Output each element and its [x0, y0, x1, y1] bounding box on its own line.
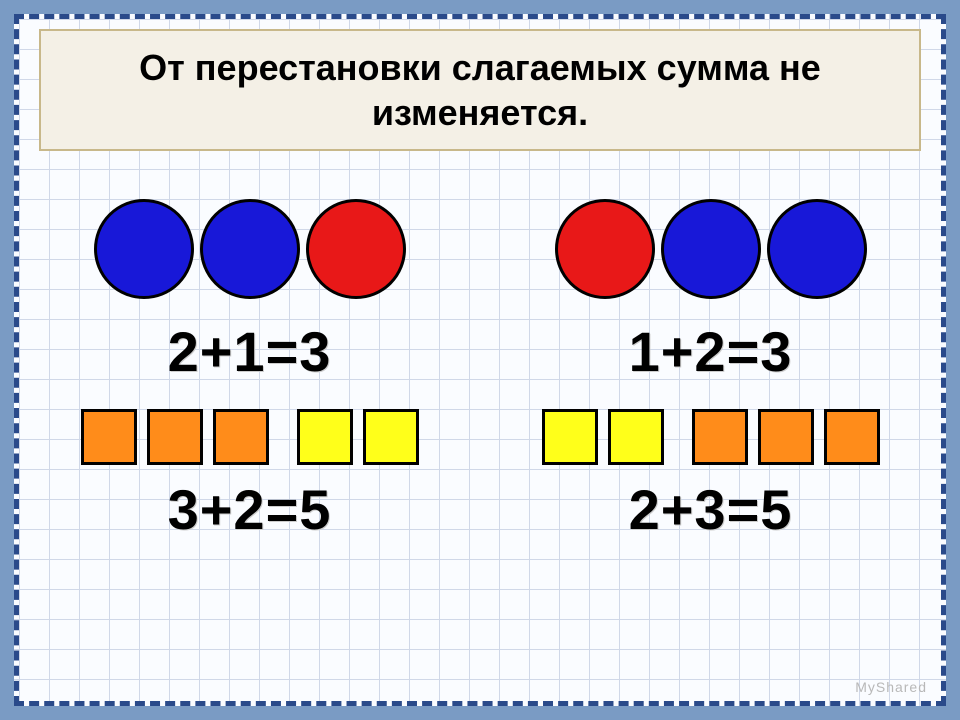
square-shape [147, 409, 203, 465]
equation-right-1: 1+2=3 [629, 319, 793, 384]
squares-row [19, 409, 941, 465]
circle-group-right [555, 199, 867, 299]
circle-shape [767, 199, 867, 299]
square-shape [758, 409, 814, 465]
content-area: 2+1=3 1+2=3 3+2=5 2+3=5 [19, 169, 941, 701]
square-shape [297, 409, 353, 465]
title-text: От перестановки слагаемых сумма не измен… [61, 45, 899, 135]
circles-row [19, 199, 941, 299]
circle-shape [200, 199, 300, 299]
equation-right-2: 2+3=5 [629, 477, 793, 542]
square-group-left [81, 409, 419, 465]
circle-shape [306, 199, 406, 299]
title-box: От перестановки слагаемых сумма не измен… [39, 29, 921, 151]
square-shape [542, 409, 598, 465]
square-group-right [542, 409, 880, 465]
square-shape [608, 409, 664, 465]
circle-shape [661, 199, 761, 299]
circle-shape [555, 199, 655, 299]
circle-shape [94, 199, 194, 299]
watermark: MyShared [855, 679, 927, 695]
equation-left-2: 3+2=5 [168, 477, 332, 542]
square-shape [81, 409, 137, 465]
square-shape [363, 409, 419, 465]
square-shape [824, 409, 880, 465]
outer-frame: От перестановки слагаемых сумма не измен… [0, 0, 960, 720]
circle-group-left [94, 199, 406, 299]
square-shape [213, 409, 269, 465]
grid-canvas: От перестановки слагаемых сумма не измен… [14, 14, 946, 706]
equation-row-1: 2+1=3 1+2=3 [19, 319, 941, 384]
equation-row-2: 3+2=5 2+3=5 [19, 477, 941, 542]
square-shape [692, 409, 748, 465]
equation-left-1: 2+1=3 [168, 319, 332, 384]
